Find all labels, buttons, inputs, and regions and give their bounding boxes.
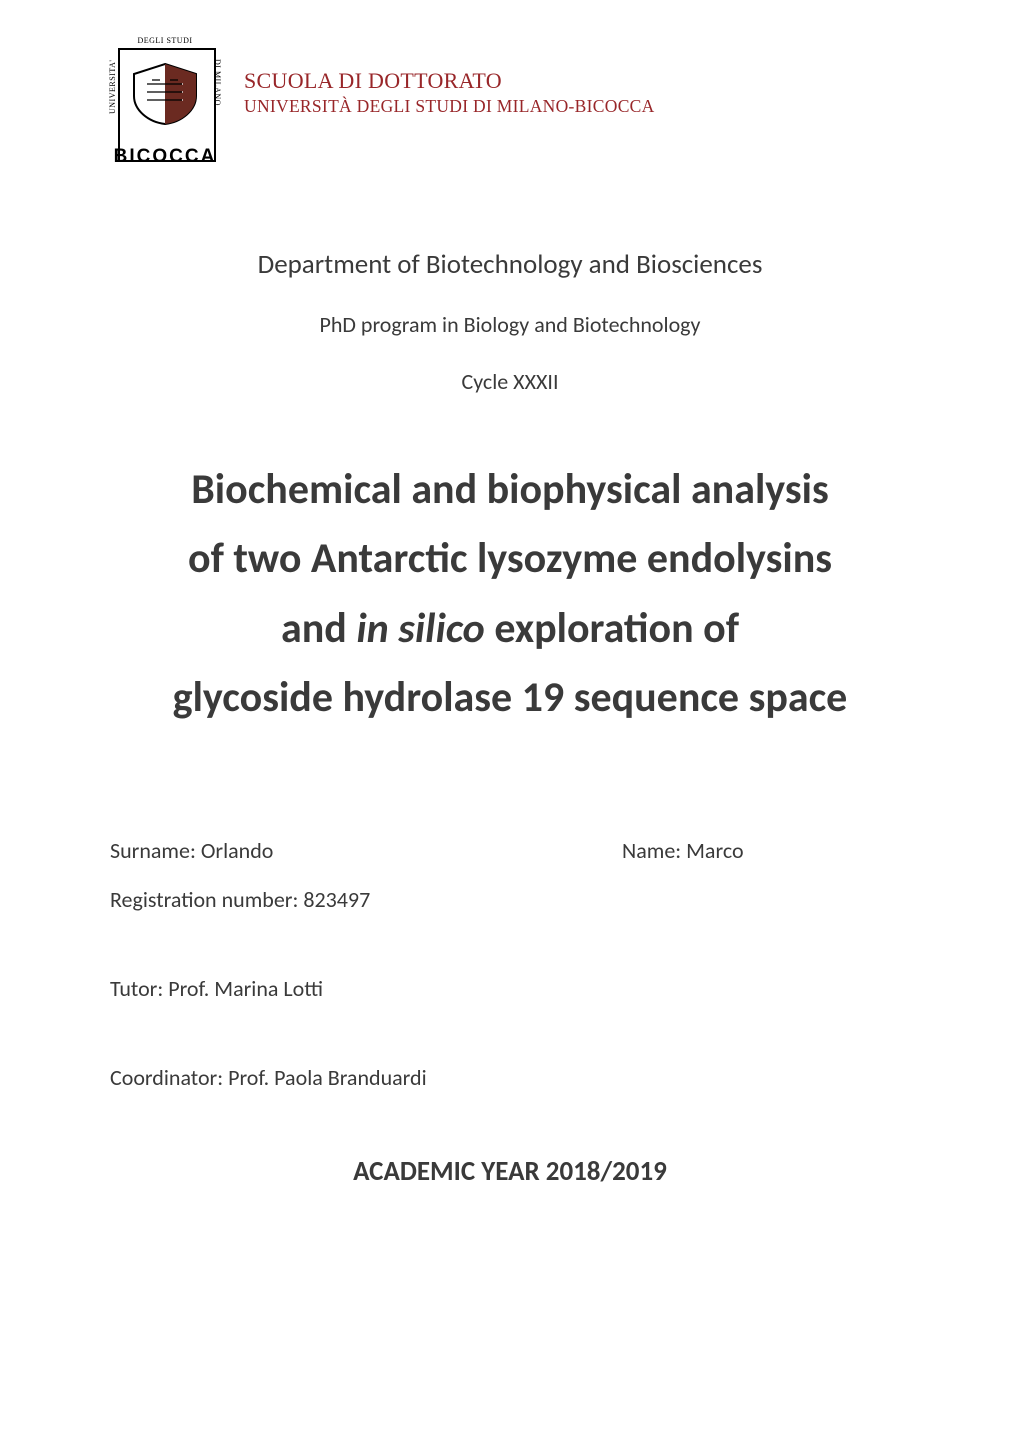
name-label: Name: [622, 837, 686, 864]
title-line-3-italic: in silico [356, 603, 485, 654]
title-line-1: Biochemical and biophysical analysis [110, 455, 910, 524]
title-line-3-pre: and [281, 603, 356, 654]
tutor-row: Tutor: Prof. Marina Lotti [110, 975, 910, 1002]
university-logo: DEGLI STUDI UNIVERSITA' DI MILANO BICOCC… [110, 40, 220, 168]
title-line-4: glycoside hydrolase 19 sequence space [110, 663, 910, 732]
academic-year: ACADEMIC YEAR 2018/2019 [110, 1155, 910, 1188]
header-line-1: SCUOLA DI DOTTORATO [244, 68, 655, 94]
info-block: Surname: Orlando Name: Marco Registratio… [110, 837, 910, 1091]
logo-text-top: DEGLI STUDI [124, 36, 206, 45]
logo-text-left: UNIVERSITA' [108, 48, 122, 126]
header-line-2: UNIVERSITÀ DEGLI STUDI DI MILANO-BICOCCA [244, 96, 655, 117]
surname-name-row: Surname: Orlando Name: Marco [110, 837, 910, 864]
cycle-line: Cycle XXXII [110, 368, 910, 395]
header-row: DEGLI STUDI UNIVERSITA' DI MILANO BICOCC… [110, 40, 910, 168]
program-line: PhD program in Biology and Biotechnology [110, 311, 910, 338]
title-line-3: and in silico exploration of [110, 594, 910, 663]
coordinator-label: Coordinator: [110, 1064, 228, 1091]
thesis-title: Biochemical and biophysical analysis of … [110, 455, 910, 732]
surname-value: Orlando [201, 837, 274, 864]
tutor-cell: Tutor: Prof. Marina Lotti [110, 975, 323, 1002]
logo-text-right: DI MILANO [208, 52, 222, 112]
surname-cell: Surname: Orlando [110, 837, 622, 864]
logo-wordmark: BICOCCA [110, 146, 220, 168]
surname-label: Surname: [110, 837, 201, 864]
registration-label: Registration number: [110, 886, 303, 913]
registration-cell: Registration number: 823497 [110, 886, 370, 913]
title-line-3-post: exploration of [485, 603, 739, 654]
coordinator-value: Prof. Paola Branduardi [228, 1064, 427, 1091]
name-value: Marco [686, 837, 743, 864]
coordinator-row: Coordinator: Prof. Paola Branduardi [110, 1064, 910, 1091]
coordinator-cell: Coordinator: Prof. Paola Branduardi [110, 1064, 427, 1091]
title-line-2: of two Antarctic lysozyme endolysins [110, 524, 910, 593]
page-root: DEGLI STUDI UNIVERSITA' DI MILANO BICOCC… [0, 0, 1020, 1448]
name-cell: Name: Marco [622, 837, 910, 864]
department-line: Department of Biotechnology and Bioscien… [110, 248, 910, 281]
header-labels: SCUOLA DI DOTTORATO UNIVERSITÀ DEGLI STU… [244, 40, 655, 117]
tutor-label: Tutor: [110, 975, 168, 1002]
registration-value: 823497 [303, 886, 370, 913]
tutor-value: Prof. Marina Lotti [168, 975, 323, 1002]
crest-icon [130, 62, 200, 126]
registration-row: Registration number: 823497 [110, 886, 910, 913]
